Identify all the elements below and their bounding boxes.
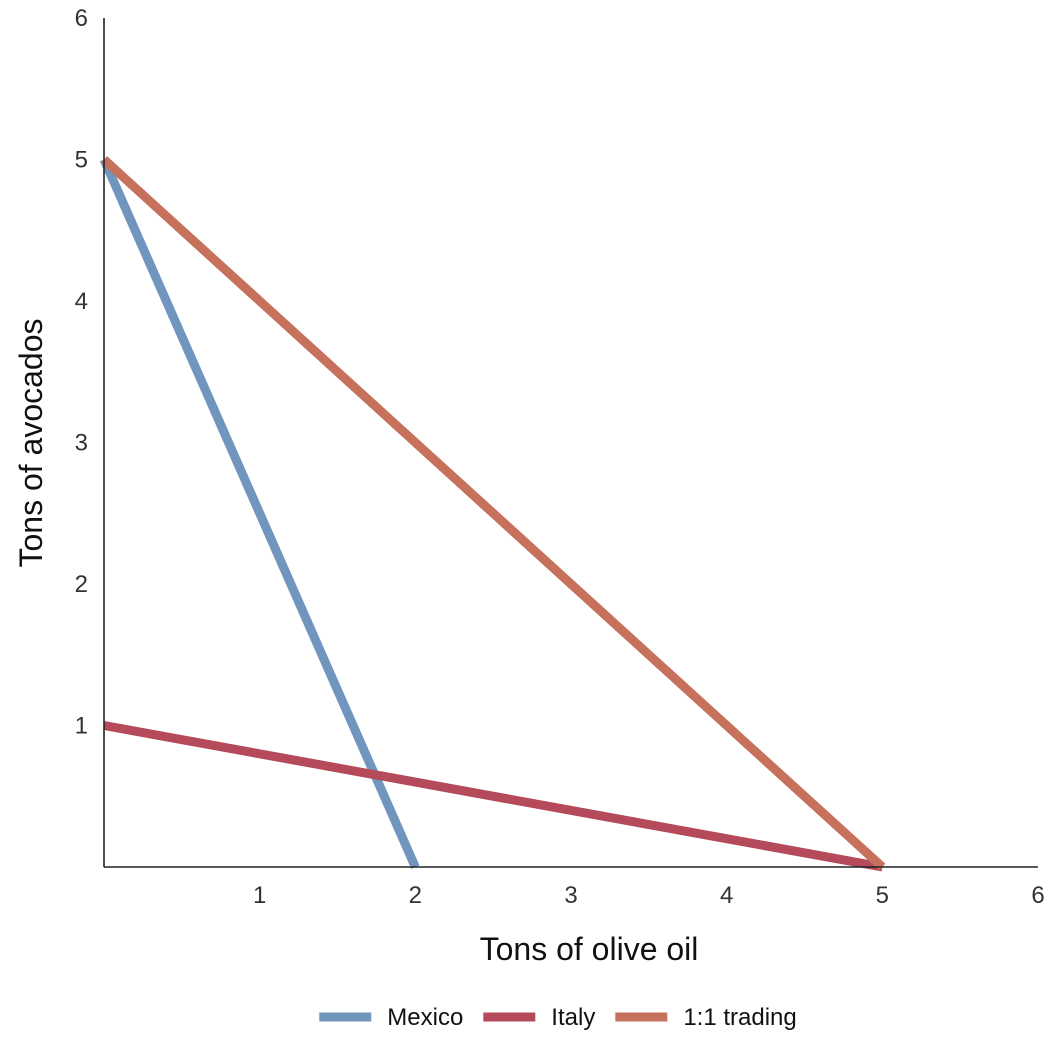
legend-item-mexico: Mexico <box>319 1004 463 1031</box>
y-tick-labels: 1 2 3 4 5 6 <box>75 5 88 740</box>
x-tick-label: 4 <box>720 882 733 909</box>
plot-area <box>99 156 886 872</box>
x-tick-label: 2 <box>409 882 422 909</box>
legend-label: Italy <box>551 1004 595 1031</box>
legend-label: Mexico <box>387 1004 463 1031</box>
series-line-italy <box>103 721 884 872</box>
x-tick-label: 3 <box>564 882 577 909</box>
y-tick-label: 5 <box>75 147 88 174</box>
x-tick-labels: 1 2 3 4 5 6 <box>253 882 1045 909</box>
legend-item-1-1-trading: 1:1 trading <box>615 1004 797 1031</box>
axes <box>103 18 1038 868</box>
y-axis-title: Tons of avocados <box>13 318 49 567</box>
x-axis-title: Tons of olive oil <box>480 931 699 967</box>
y-tick-label: 4 <box>75 288 88 315</box>
series-line-1-1-trading <box>100 156 886 871</box>
series-line-mexico <box>99 157 420 869</box>
legend: Mexico Italy 1:1 trading <box>319 1004 797 1031</box>
x-tick-label: 1 <box>253 882 266 909</box>
y-tick-label: 1 <box>75 713 88 740</box>
legend-label: 1:1 trading <box>683 1004 796 1031</box>
y-tick-label: 3 <box>75 430 88 457</box>
y-tick-label: 6 <box>75 5 88 32</box>
x-tick-label: 6 <box>1031 882 1044 909</box>
x-tick-label: 5 <box>876 882 889 909</box>
y-tick-label: 2 <box>75 571 88 598</box>
legend-item-italy: Italy <box>483 1004 595 1031</box>
